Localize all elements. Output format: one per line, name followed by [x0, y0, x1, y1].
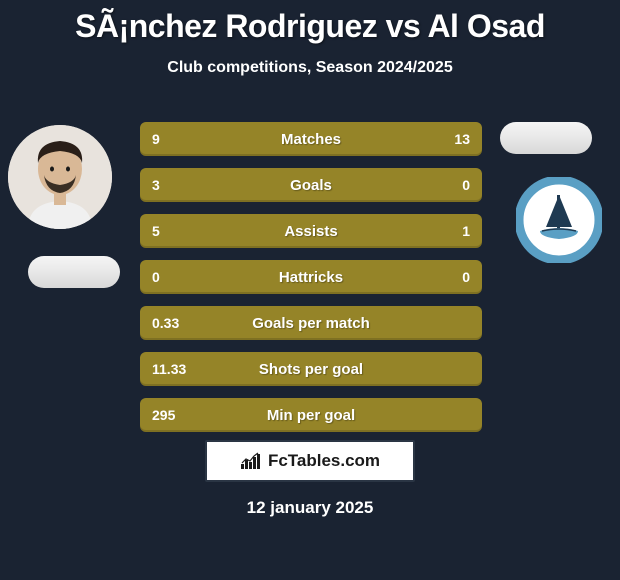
stat-right-value: 1: [462, 223, 470, 239]
fctables-badge: FcTables.com: [205, 440, 415, 482]
stat-row-matches: 9 Matches 13: [140, 122, 482, 156]
page-title: SÃ¡nchez Rodriguez vs Al Osad: [0, 0, 620, 45]
stat-left-value: 9: [152, 131, 160, 147]
date-label: 12 january 2025: [0, 498, 620, 518]
stat-right-value: 13: [454, 131, 470, 147]
stat-label: Goals per match: [140, 315, 482, 332]
stat-label: Shots per goal: [140, 361, 482, 378]
stat-label: Hattricks: [140, 269, 482, 286]
stat-row-assists: 5 Assists 1: [140, 214, 482, 248]
stat-row-min-per-goal: 295 Min per goal: [140, 398, 482, 432]
stat-row-goals-per-match: 0.33 Goals per match: [140, 306, 482, 340]
player-avatar: [8, 125, 112, 229]
stat-label: Goals: [140, 177, 482, 194]
stat-label: Min per goal: [140, 407, 482, 424]
stat-left-value: 0: [152, 269, 160, 285]
fctables-label: FcTables.com: [268, 451, 380, 471]
stat-row-goals: 3 Goals 0: [140, 168, 482, 202]
stat-left-value: 5: [152, 223, 160, 239]
stat-left-value: 0.33: [152, 315, 179, 331]
stats-container: 9 Matches 13 3 Goals 0 5 Assists 1 0 Hat…: [140, 122, 482, 444]
club-logo: [516, 177, 602, 263]
stat-row-shots-per-goal: 11.33 Shots per goal: [140, 352, 482, 386]
flag-left: [28, 256, 120, 288]
stat-left-value: 295: [152, 407, 175, 423]
stat-row-hattricks: 0 Hattricks 0: [140, 260, 482, 294]
flag-right: [500, 122, 592, 154]
chart-icon: [240, 452, 262, 470]
stat-right-value: 0: [462, 269, 470, 285]
club-logo-svg: [516, 177, 602, 263]
stat-left-value: 11.33: [152, 361, 186, 377]
subtitle: Club competitions, Season 2024/2025: [0, 59, 620, 77]
stat-label: Assists: [140, 223, 482, 240]
player-avatar-svg: [8, 125, 112, 229]
stat-label: Matches: [140, 131, 482, 148]
stat-right-value: 0: [462, 177, 470, 193]
stat-left-value: 3: [152, 177, 160, 193]
